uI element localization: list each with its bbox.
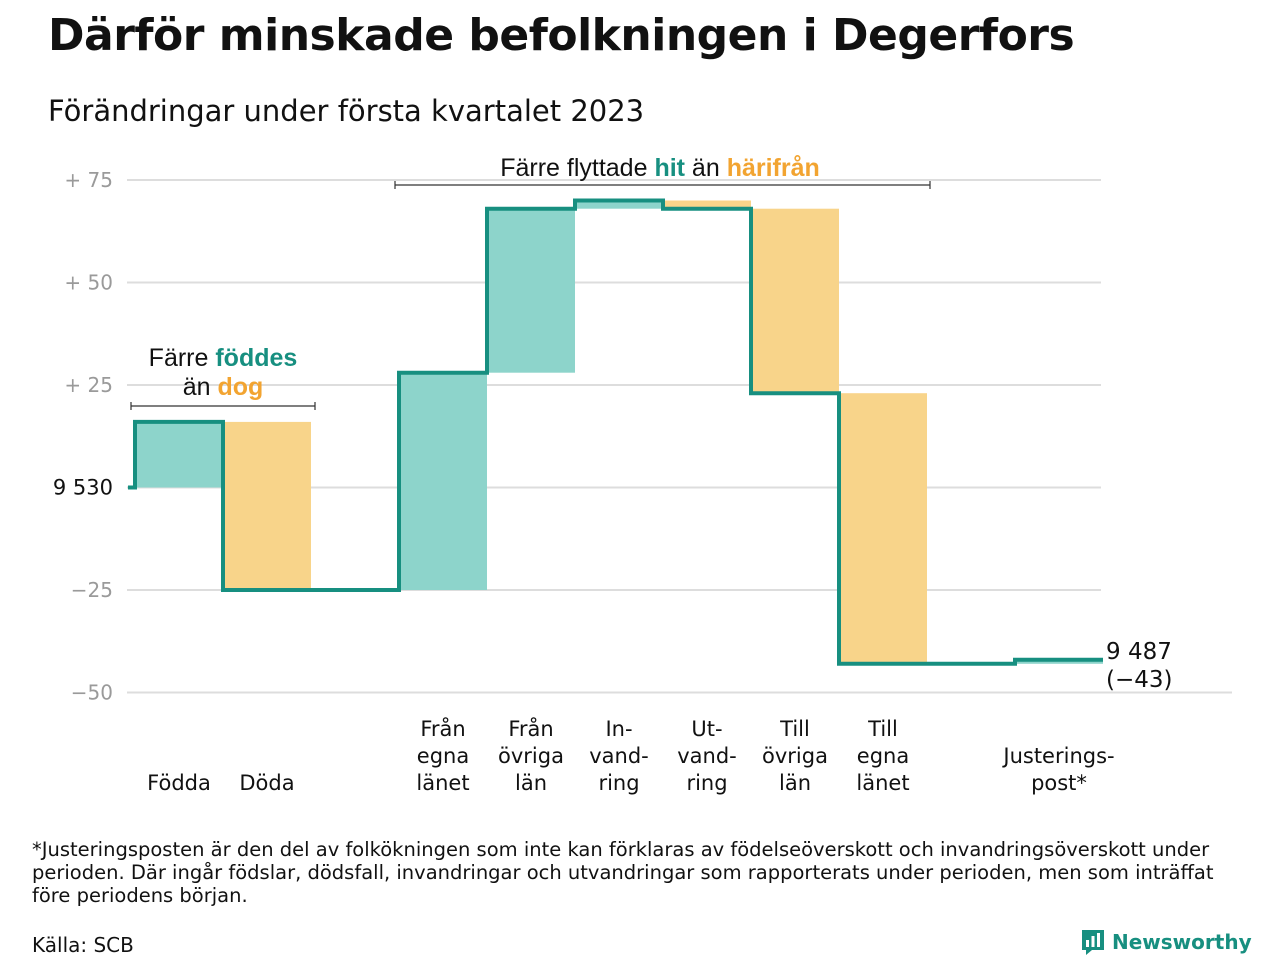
x-axis-labels: Födda Döda Från egna länet Från övriga län In-va… — [147, 716, 1114, 795]
total-change-label: (−43) — [1106, 667, 1172, 693]
y-tick-label: −50 — [71, 681, 113, 705]
chart-title: Därför minskade befolkningen i Degerfors — [48, 10, 1075, 61]
x-axis-label: Ut- — [691, 717, 722, 741]
x-axis-label: länet — [416, 771, 469, 795]
x-axis-label: Födda — [147, 771, 211, 795]
x-axis-label: län — [515, 771, 547, 795]
y-tick-label: + 25 — [64, 373, 113, 397]
x-axis-label: egna — [417, 744, 469, 768]
x-axis-label: ring — [686, 771, 727, 795]
annotation-part: föddes — [215, 344, 297, 372]
annotation-part: dog — [217, 373, 263, 401]
bar-Födda — [135, 421, 223, 488]
step-line — [128, 198, 1103, 666]
y-tick-label: −25 — [71, 578, 113, 602]
x-axis-label: In- — [605, 717, 632, 741]
x-axis-label: egna — [857, 744, 909, 768]
bar-Till övriga län — [751, 208, 839, 394]
annotation-text: än dog — [183, 373, 264, 401]
bar-Till egna länet — [839, 393, 927, 664]
end-labels: 9 487(−43) — [1106, 639, 1172, 693]
bar-chart-speech-bubble-icon — [1082, 930, 1104, 955]
waterfall-chart: + 75 + 50 + 25 9 530 −25 −50 Födda Döda Från egn… — [53, 154, 1232, 795]
y-tick-label: + 50 — [64, 271, 113, 295]
bar-In-vand-ring — [575, 200, 663, 209]
x-axis-label: Till — [779, 717, 810, 741]
x-axis-label: Från — [420, 716, 465, 741]
bars — [135, 200, 1103, 664]
bar-Från övriga län — [487, 208, 575, 373]
source-note: Källa: SCB — [32, 933, 134, 957]
annotation-part: hit — [654, 154, 685, 182]
x-axis-label: länet — [856, 771, 909, 795]
annotation-part: Färre flyttade — [500, 154, 654, 182]
x-axis-label: övriga — [762, 744, 828, 768]
x-axis-label: vand- — [677, 744, 737, 768]
x-axis-label: ring — [598, 771, 639, 795]
chart-subtitle: Förändringar under första kvartalet 2023 — [48, 94, 645, 128]
annotation-part: än — [183, 373, 218, 401]
x-axis-label: Döda — [239, 771, 294, 795]
bar-Justeringspost* — [1015, 659, 1103, 664]
bar-Ut-vand-ring — [663, 200, 751, 209]
x-axis-label: Justerings- — [1001, 744, 1114, 768]
annotation-text: Färre flyttade hit än härifrån — [500, 154, 820, 182]
bar-Döda — [223, 421, 311, 590]
annotation-part: härifrån — [727, 154, 820, 182]
running-total-line — [128, 198, 1103, 666]
x-axis-label: post* — [1031, 771, 1087, 795]
x-axis-label: Från — [508, 716, 553, 741]
y-axis-ticks: + 75 + 50 + 25 9 530 −25 −50 — [53, 168, 113, 705]
y-tick-label: + 75 — [64, 168, 113, 192]
end-value-label: 9 487 — [1106, 639, 1172, 665]
annotation-part: Färre — [149, 344, 216, 372]
annotation-text: Färre föddes — [149, 344, 298, 372]
x-axis-label: vand- — [589, 744, 649, 768]
annotation-part: än — [685, 154, 727, 182]
bar-Från egna länet — [399, 372, 487, 590]
x-axis-label: övriga — [498, 744, 564, 768]
footnote: *Justeringsposten är den del av folkökni… — [32, 838, 1214, 907]
y-tick-label: 9 530 — [53, 476, 113, 500]
brand-name: Newsworthy — [1112, 930, 1252, 954]
x-axis-label: Till — [867, 717, 898, 741]
brand-logo[interactable]: Newsworthy — [1080, 928, 1252, 956]
x-axis-label: län — [779, 771, 811, 795]
